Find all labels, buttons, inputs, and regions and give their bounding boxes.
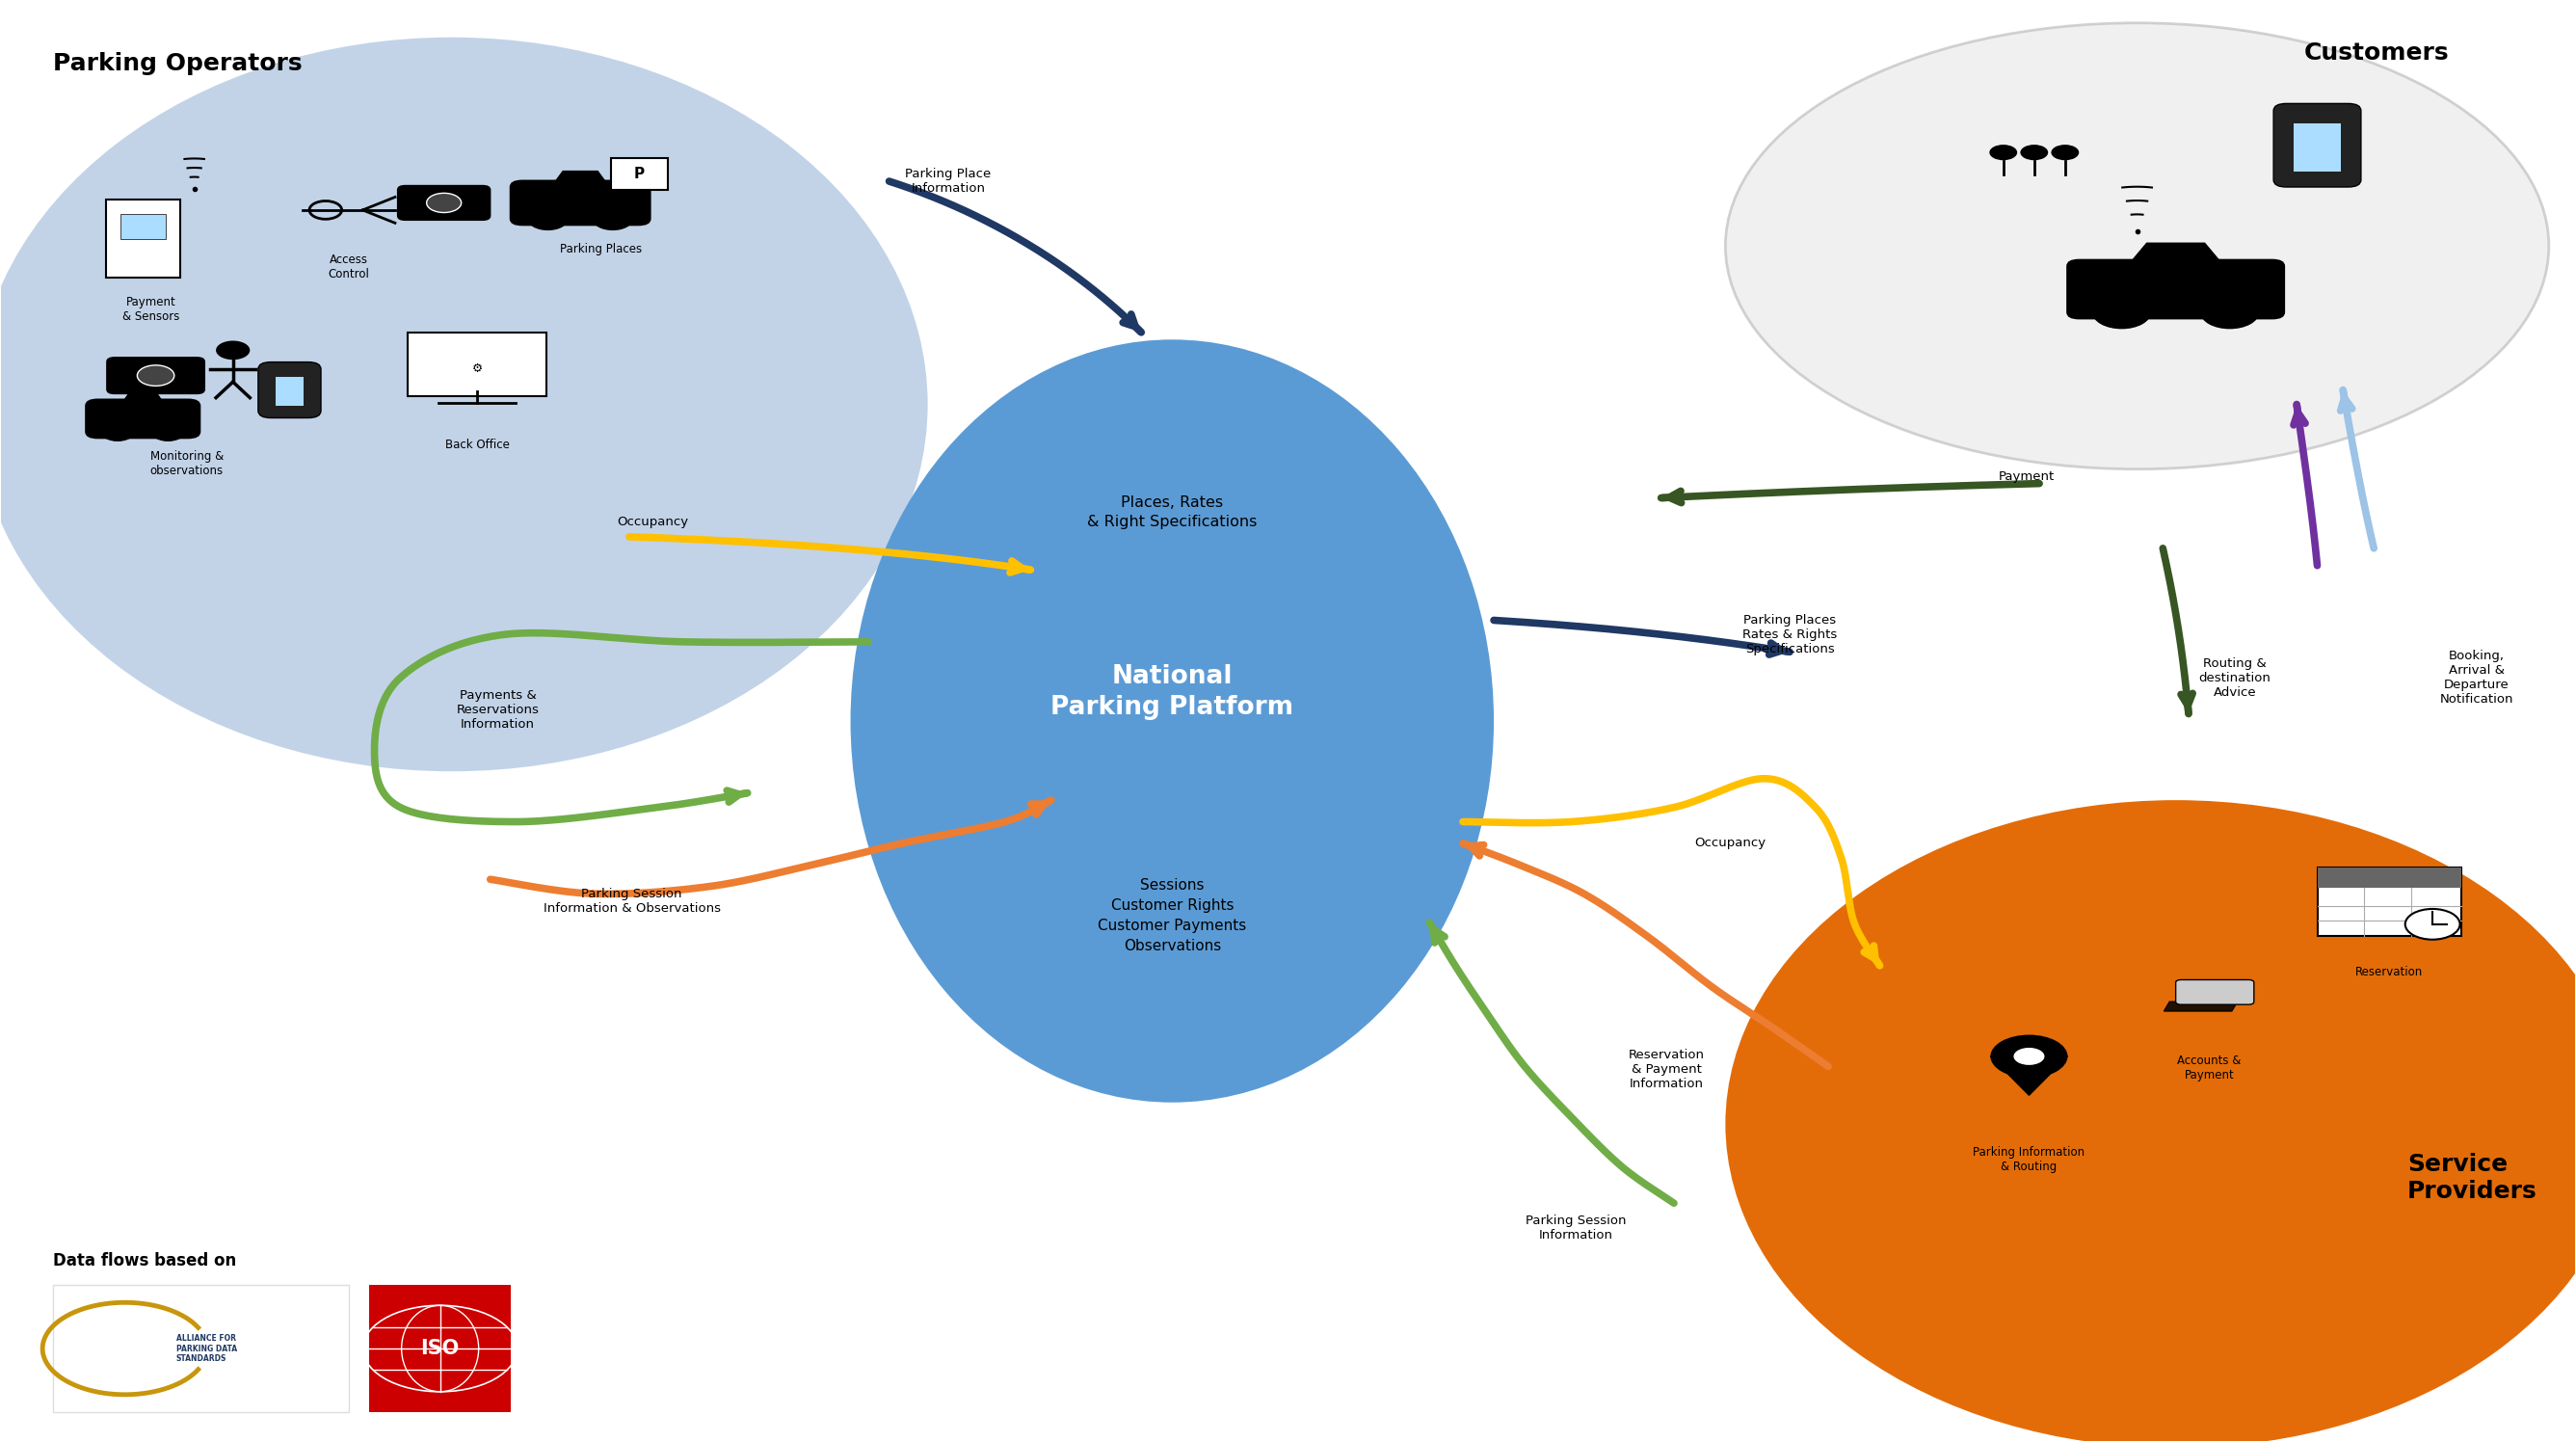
Text: Parking Places
Rates & Rights
Specifications: Parking Places Rates & Rights Specificat… bbox=[1741, 614, 1837, 655]
FancyBboxPatch shape bbox=[85, 398, 201, 438]
Text: Monitoring &
observations: Monitoring & observations bbox=[149, 450, 224, 477]
FancyBboxPatch shape bbox=[121, 213, 165, 239]
Circle shape bbox=[2092, 296, 2151, 329]
Text: ⚙: ⚙ bbox=[471, 362, 482, 375]
Text: Routing &
destination
Advice: Routing & destination Advice bbox=[2200, 658, 2272, 698]
Polygon shape bbox=[1991, 1057, 2069, 1096]
Circle shape bbox=[2014, 1048, 2045, 1066]
Ellipse shape bbox=[0, 37, 927, 771]
Circle shape bbox=[2050, 144, 2079, 160]
Ellipse shape bbox=[1726, 23, 2548, 469]
FancyBboxPatch shape bbox=[2066, 260, 2285, 320]
FancyBboxPatch shape bbox=[106, 358, 204, 394]
Circle shape bbox=[2200, 296, 2259, 329]
Circle shape bbox=[1989, 144, 2017, 160]
Polygon shape bbox=[2128, 244, 2223, 267]
Text: Parking Operators: Parking Operators bbox=[52, 52, 301, 75]
FancyBboxPatch shape bbox=[2318, 868, 2460, 888]
FancyBboxPatch shape bbox=[106, 200, 180, 278]
Ellipse shape bbox=[850, 339, 1494, 1103]
FancyBboxPatch shape bbox=[258, 362, 322, 418]
Text: Service
Providers: Service Providers bbox=[2409, 1152, 2537, 1203]
Text: Parking Session
Information & Observations: Parking Session Information & Observatio… bbox=[544, 887, 721, 914]
FancyBboxPatch shape bbox=[407, 333, 546, 395]
Text: Customers: Customers bbox=[2306, 42, 2450, 65]
Text: Parking Places: Parking Places bbox=[559, 244, 641, 255]
Circle shape bbox=[2020, 144, 2048, 160]
Ellipse shape bbox=[1726, 800, 2576, 1442]
Text: Places, Rates
& Right Specifications: Places, Rates & Right Specifications bbox=[1087, 496, 1257, 529]
Circle shape bbox=[428, 193, 461, 212]
Polygon shape bbox=[121, 392, 165, 405]
FancyBboxPatch shape bbox=[2318, 868, 2460, 936]
Text: Accounts &
Payment: Accounts & Payment bbox=[2177, 1056, 2241, 1082]
FancyBboxPatch shape bbox=[510, 180, 652, 226]
Circle shape bbox=[216, 340, 250, 359]
Circle shape bbox=[592, 208, 634, 229]
Circle shape bbox=[528, 208, 567, 229]
Text: Payment
& Sensors: Payment & Sensors bbox=[121, 297, 180, 323]
Text: Parking Information
& Routing: Parking Information & Routing bbox=[1973, 1145, 2084, 1172]
FancyBboxPatch shape bbox=[276, 376, 304, 405]
Circle shape bbox=[137, 365, 175, 386]
FancyBboxPatch shape bbox=[611, 159, 667, 190]
Circle shape bbox=[1991, 1035, 2069, 1079]
FancyBboxPatch shape bbox=[52, 1285, 348, 1412]
Text: Booking,
Arrival &
Departure
Notification: Booking, Arrival & Departure Notificatio… bbox=[2439, 650, 2514, 705]
Polygon shape bbox=[551, 172, 611, 187]
Text: P: P bbox=[634, 167, 644, 182]
Text: Reservation: Reservation bbox=[2354, 966, 2424, 978]
FancyBboxPatch shape bbox=[368, 1285, 510, 1412]
Text: Sessions
Customer Rights
Customer Payments
Observations: Sessions Customer Rights Customer Paymen… bbox=[1097, 878, 1247, 953]
FancyBboxPatch shape bbox=[397, 186, 489, 221]
Text: ALLIANCE FOR
PARKING DATA
STANDARDS: ALLIANCE FOR PARKING DATA STANDARDS bbox=[175, 1334, 237, 1363]
Text: Data flows based on: Data flows based on bbox=[52, 1252, 237, 1269]
Text: Back Office: Back Office bbox=[446, 438, 510, 451]
Text: Parking Session
Information: Parking Session Information bbox=[1525, 1214, 1625, 1242]
Text: Occupancy: Occupancy bbox=[616, 516, 688, 529]
Circle shape bbox=[100, 423, 134, 441]
Circle shape bbox=[152, 423, 185, 441]
Polygon shape bbox=[2164, 1002, 2239, 1011]
Text: Access
Control: Access Control bbox=[327, 254, 368, 280]
FancyBboxPatch shape bbox=[2295, 124, 2342, 172]
Text: ISO: ISO bbox=[420, 1340, 459, 1358]
FancyBboxPatch shape bbox=[2275, 104, 2362, 187]
Text: Payment: Payment bbox=[1999, 470, 2056, 483]
Text: Payments &
Reservations
Information: Payments & Reservations Information bbox=[456, 689, 538, 730]
Text: Occupancy: Occupancy bbox=[1695, 836, 1767, 849]
Text: Parking Place
Information: Parking Place Information bbox=[904, 167, 992, 195]
Circle shape bbox=[2406, 908, 2460, 940]
FancyBboxPatch shape bbox=[2177, 979, 2254, 1005]
Text: Reservation
& Payment
Information: Reservation & Payment Information bbox=[1628, 1048, 1705, 1090]
Text: National
Parking Platform: National Parking Platform bbox=[1051, 665, 1293, 720]
